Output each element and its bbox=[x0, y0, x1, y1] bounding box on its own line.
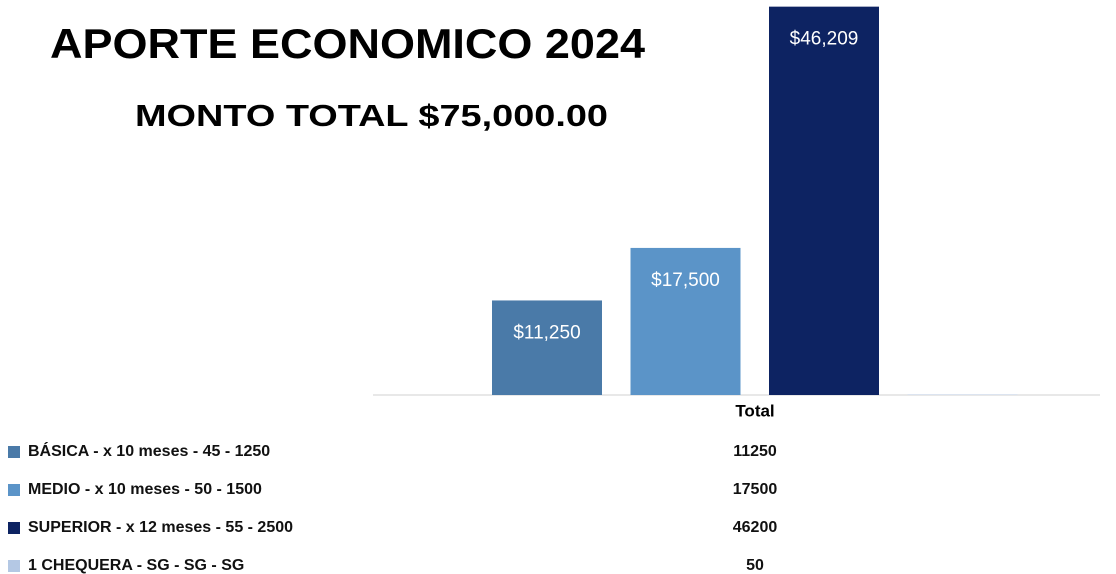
legend-swatch bbox=[8, 484, 20, 496]
legend-swatch bbox=[8, 522, 20, 534]
legend-swatch bbox=[8, 446, 20, 458]
data-label: $11,250 bbox=[513, 322, 580, 343]
table-value: 46200 bbox=[733, 519, 778, 536]
legend-label: BÁSICA - x 10 meses - 45 - 1250 bbox=[28, 441, 270, 460]
chart-subtitle: MONTO TOTAL $75,000.00 bbox=[135, 98, 608, 133]
table-value: 17500 bbox=[733, 481, 778, 498]
data-label: $17,500 bbox=[651, 270, 720, 291]
data-label: $46,209 bbox=[790, 29, 859, 50]
bar bbox=[492, 300, 602, 395]
table-value: 11250 bbox=[733, 443, 777, 460]
bar bbox=[630, 247, 741, 395]
legend-label: MEDIO - x 10 meses - 50 - 1500 bbox=[28, 481, 262, 498]
legend-label: 1 CHEQUERA - SG - SG - SG bbox=[28, 557, 244, 574]
legend-swatch bbox=[8, 560, 20, 572]
table-value: 50 bbox=[746, 557, 764, 574]
table-header: Total bbox=[735, 401, 774, 420]
chart-title: APORTE ECONOMICO 2024 bbox=[50, 20, 646, 67]
legend-label: SUPERIOR - x 12 meses - 55 - 2500 bbox=[28, 519, 293, 536]
bar bbox=[769, 6, 879, 395]
